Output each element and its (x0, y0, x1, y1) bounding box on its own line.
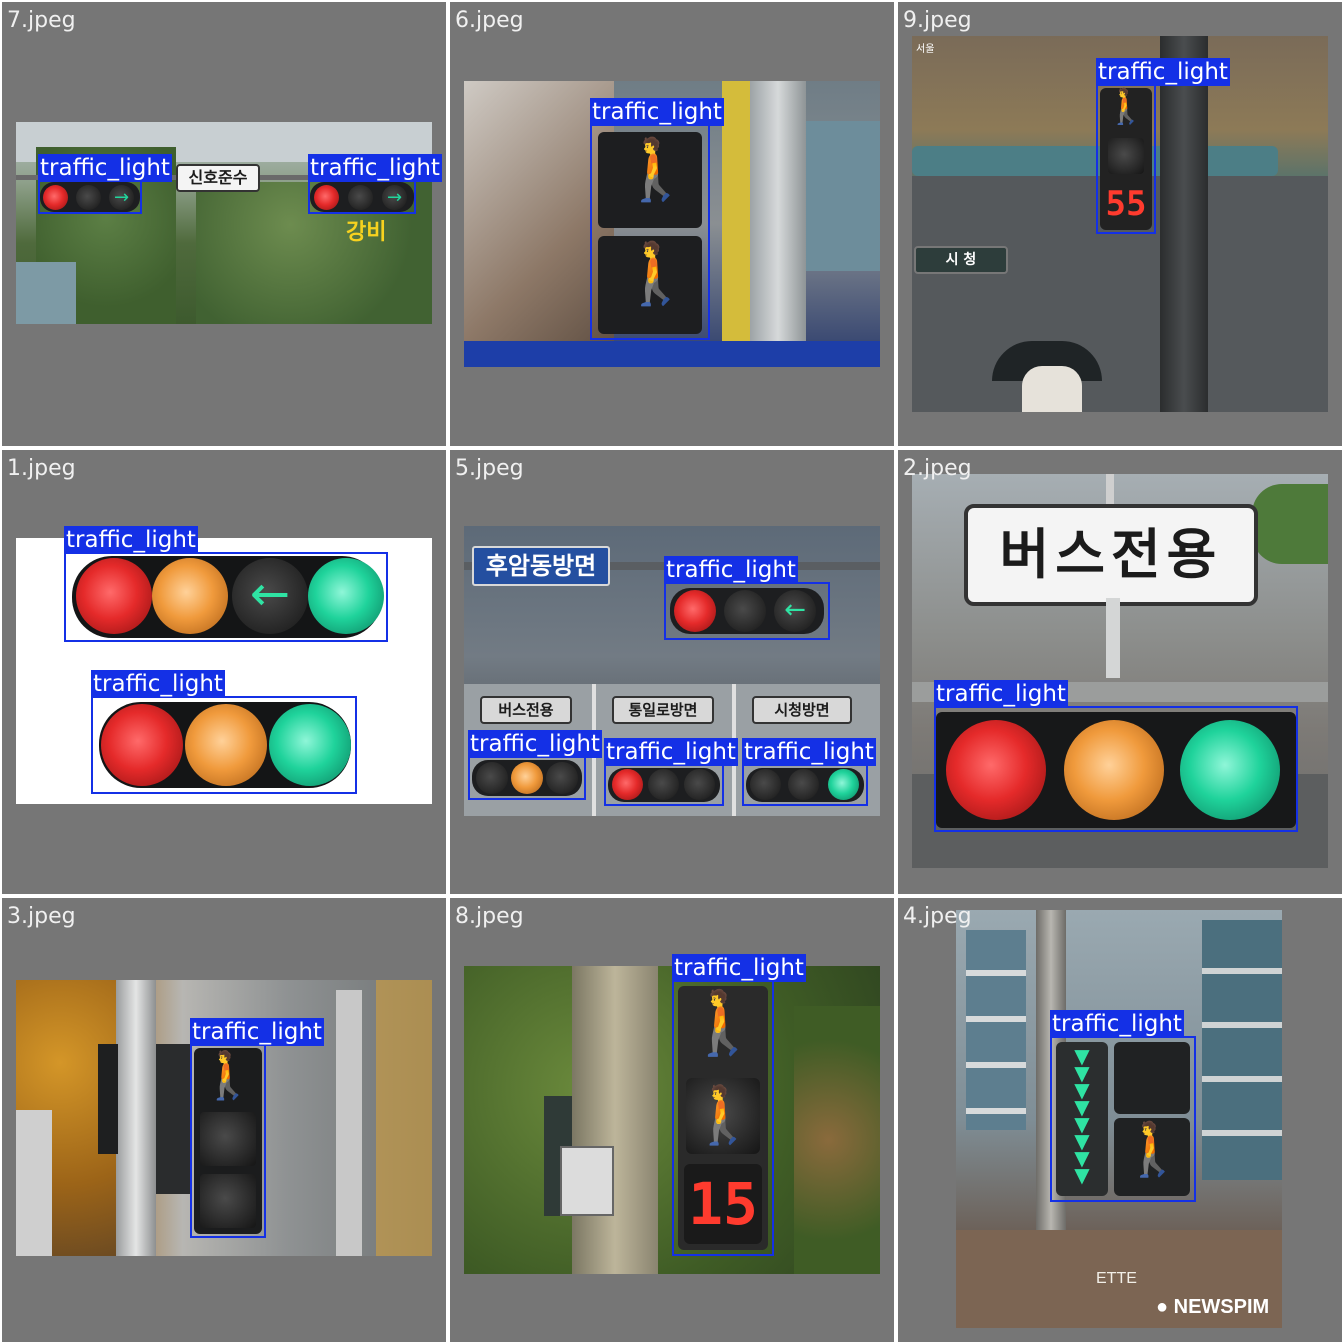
store-sign: 강비 (346, 220, 387, 245)
detection-box: traffic_light 🚶 🚶 15 (672, 954, 806, 1256)
walk-icon: 🚶 (618, 135, 693, 205)
detection-box: traffic_light (604, 738, 738, 806)
detection-label: traffic_light (1096, 58, 1230, 86)
stop-pedestrian-icon: 🚶 (618, 239, 693, 309)
detection-box: traffic_light ← (664, 556, 830, 640)
station-sign: 시 청 (914, 246, 1008, 274)
cell-title: 2.jpeg (903, 456, 972, 481)
countdown-display: 15 (684, 1164, 762, 1244)
watermark-text: NEWSPIM (1173, 1296, 1270, 1318)
detection-label: traffic_light (672, 954, 806, 982)
detection-label: traffic_light (468, 730, 602, 758)
stop-pedestrian-icon: 🚶 (199, 1048, 257, 1102)
cell-title: 7.jpeg (7, 8, 76, 33)
lane-sign: 버스전용 (480, 696, 572, 724)
detection-label: traffic_light (64, 526, 198, 554)
photo: ETTE ● NEWSPIM (956, 910, 1282, 1328)
photo: 서울 시 청 (912, 36, 1328, 412)
detection-box: traffic_light → (308, 154, 442, 214)
detection-label: traffic_light (91, 670, 225, 698)
cell-title: 3.jpeg (7, 904, 76, 929)
photo (464, 81, 880, 367)
stop-pedestrian-icon: 🚶 (684, 986, 762, 1059)
detection-label: traffic_light (934, 680, 1068, 708)
cell-4: 4.jpeg ETTE ● NEWSPIM traffic_light ▼ ▼ ▼ ▼… (898, 898, 1342, 1342)
down-arrows-icon: ▼ ▼ ▼ ▼ ▼ ▼ ▼ ▼ (1074, 1044, 1090, 1187)
cell-title: 6.jpeg (455, 8, 524, 33)
arrow-right-icon: → (109, 185, 134, 210)
cell-title: 1.jpeg (7, 456, 76, 481)
bus-lane-sign: 버스전용 (964, 504, 1258, 606)
direction-sign: 후암동방면 (472, 546, 610, 586)
stop-pedestrian-icon: 🚶 (1104, 87, 1148, 127)
cell-title: 9.jpeg (903, 8, 972, 33)
detection-label: traffic_light (742, 738, 876, 766)
detection-label: traffic_light (604, 738, 738, 766)
detection-label: traffic_light (38, 154, 172, 182)
cell-6: 6.jpeg traffic_light 🚶 🚶 (450, 2, 894, 446)
arrow-right-icon: → (382, 185, 407, 210)
corner-logo: 서울 (916, 44, 935, 55)
detection-box: traffic_light (934, 680, 1298, 832)
cell-8: 8.jpeg traffic_light 🚶 🚶 15 (450, 898, 894, 1342)
detection-label: traffic_light (590, 98, 724, 126)
cell-9: 9.jpeg 서울 시 청 traffic_light 🚶 55 (898, 2, 1342, 446)
detection-label: traffic_light (190, 1018, 324, 1046)
cell-title: 5.jpeg (455, 456, 524, 481)
arrow-left-icon: ← (232, 558, 308, 634)
detection-label: traffic_light (1050, 1010, 1184, 1038)
street-sign: 신호준수 (176, 164, 260, 192)
lane-sign: 시청방면 (752, 696, 852, 724)
detection-box: traffic_light → (38, 154, 172, 214)
detection-box: traffic_light 🚶 🚶 (590, 98, 724, 340)
cell-2: 2.jpeg 버스전용 traffic_light (898, 450, 1342, 894)
logo-icon: ● (1156, 1296, 1174, 1318)
lane-sign: 통일로방면 (612, 696, 714, 724)
cell-title: 8.jpeg (455, 904, 524, 929)
detection-box: traffic_light ▼ ▼ ▼ ▼ ▼ ▼ ▼ ▼ 🚶 (1050, 1010, 1196, 1202)
detection-box: traffic_light (742, 738, 876, 806)
cell-title: 4.jpeg (903, 904, 972, 929)
cell-3: 3.jpeg traffic_light 🚶 (2, 898, 446, 1342)
detection-label: traffic_light (664, 556, 798, 584)
cell-1: 1.jpeg traffic_light ← traffic_light (2, 450, 446, 894)
walk-icon: 🚶 (1120, 1120, 1185, 1180)
cell-7: 7.jpeg 신호준수 강비 traffic_light → traffic_l… (2, 2, 446, 446)
detection-box: traffic_light (468, 730, 602, 800)
arrow-left-icon: ← (774, 590, 816, 632)
detection-box: traffic_light 🚶 (190, 1018, 324, 1238)
detection-box: traffic_light (91, 670, 357, 794)
walk-icon: 🚶 (686, 1078, 760, 1154)
countdown-display: 55 (1105, 184, 1147, 224)
store-sign: ETTE (1096, 1270, 1137, 1287)
photo: 신호준수 강비 (16, 122, 432, 324)
detection-label: traffic_light (308, 154, 442, 182)
detection-box: traffic_light ← (64, 526, 388, 642)
cell-5: 5.jpeg 후암동방면 버스전용 통일로방면 시청방면 traffic_lig… (450, 450, 894, 894)
detection-box: traffic_light 🚶 55 (1096, 58, 1230, 234)
watermark: ● NEWSPIM (1156, 1296, 1269, 1319)
